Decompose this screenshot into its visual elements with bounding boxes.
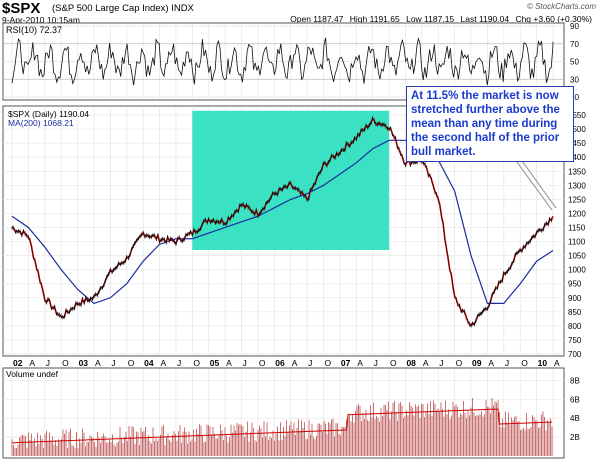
description-name: (S&P 500 Large Cap Index) xyxy=(52,3,169,14)
rsi-label: RSI(10) 72.37 xyxy=(6,25,62,35)
x-tick-label: O xyxy=(521,358,528,368)
ma-legend-label: MA(200) 1068.21 xyxy=(8,118,74,128)
x-tick-label: J xyxy=(111,358,115,368)
price-bars xyxy=(11,116,552,328)
price-tick-labels: 1550 1500 1450 1400 1350 1300 1250 1200 1150 1100… xyxy=(568,111,586,359)
volume-tick-label: 2B xyxy=(570,433,580,442)
x-axis: 02 A J O 03 A J O 04 A J O 05 A J O 06 A J O 07 A J O 08 A J O 09 A J O… xyxy=(13,358,560,368)
volume-average-line xyxy=(11,408,553,444)
x-tick-label: A xyxy=(95,358,101,368)
quote-chg: Chg +3.60 (+0.30%) xyxy=(515,14,592,24)
price-legend: $SPX (Daily) 1190.04 MA(200) 1068.21 xyxy=(8,109,89,128)
rsi-line xyxy=(11,37,554,86)
annotation-arrow-1 xyxy=(519,157,557,209)
x-tick-label: 06 xyxy=(275,358,285,368)
x-tick-label: O xyxy=(259,358,266,368)
rsi-panel: RSI(10) 72.37 90 70 50 30 10 xyxy=(2,22,579,102)
x-tick-label: J xyxy=(505,358,509,368)
x-tick-label: J xyxy=(177,358,181,368)
quote-open: Open 1187.47 xyxy=(290,14,344,24)
x-tick-label: O xyxy=(128,358,135,368)
quote-low: Low 1187.15 xyxy=(406,14,455,24)
price-tick-label: 800 xyxy=(568,322,582,331)
x-tick-label: 09 xyxy=(472,358,482,368)
price-tick-label: 1300 xyxy=(568,181,586,190)
price-tick-label: 1050 xyxy=(568,252,586,261)
quote-date: 9-Apr-2010 10:15am xyxy=(2,15,80,25)
annotation-box: At 11.5% the market is now stretched fur… xyxy=(406,86,574,162)
volume-tick-labels: 8B 6B 4B 2B xyxy=(570,376,580,442)
x-tick-label: A xyxy=(554,358,560,368)
exchange: INDX xyxy=(171,3,194,14)
x-tick-label: O xyxy=(62,358,69,368)
volume-panel: Volume undef 8B 6B 4B 2B xyxy=(2,367,580,459)
x-tick-label: 10 xyxy=(538,358,548,368)
quote-high: High 1191.65 xyxy=(349,14,400,24)
annotation-arrow-2 xyxy=(513,157,553,211)
rsi-tick-label: 90 xyxy=(570,22,579,31)
x-tick-label: 02 xyxy=(13,358,23,368)
x-tick-label: A xyxy=(292,358,298,368)
x-tick-label: O xyxy=(324,358,331,368)
rsi-tick-label: 10 xyxy=(570,93,579,102)
price-tick-label: 1150 xyxy=(568,223,586,232)
x-tick-label: J xyxy=(243,358,247,368)
rsi-tick-label: 50 xyxy=(570,58,579,67)
x-tick-label: 07 xyxy=(341,358,351,368)
x-tick-label: J xyxy=(308,358,312,368)
volume-tick-label: 8B xyxy=(570,376,580,385)
x-tick-label: J xyxy=(439,358,443,368)
description: (S&P 500 Large Cap Index) INDX xyxy=(52,3,194,14)
x-tick-label: O xyxy=(193,358,200,368)
quote-strip: Open 1187.47 High 1191.65 Low 1187.15 La… xyxy=(286,14,592,24)
price-tick-label: 850 xyxy=(568,308,582,317)
price-tick-label: 1400 xyxy=(568,153,586,162)
x-tick-label: 08 xyxy=(406,358,416,368)
x-tick-label: O xyxy=(456,358,463,368)
price-tick-label: 950 xyxy=(568,280,582,289)
chart-header: $SPX (S&P 500 Large Cap Index) INDX 9-Ap… xyxy=(0,0,600,25)
price-tick-label: 1250 xyxy=(568,195,586,204)
symbol: $SPX xyxy=(2,0,41,17)
x-tick-label: A xyxy=(226,358,232,368)
volume-bars xyxy=(11,398,553,456)
price-tick-label: 1550 xyxy=(568,111,586,120)
rsi-tick-labels: 90 70 50 30 10 xyxy=(570,22,579,102)
x-tick-label: 04 xyxy=(144,358,154,368)
price-tick-label: 750 xyxy=(568,336,582,345)
x-tick-label: J xyxy=(374,358,378,368)
price-panel: $SPX (Daily) 1190.04 MA(200) 1068.21 155… xyxy=(2,105,586,359)
brand: © StockCharts.com xyxy=(526,2,596,11)
highlight-box xyxy=(192,110,390,250)
price-tick-label: 1450 xyxy=(568,139,586,148)
x-tick-label: A xyxy=(161,358,167,368)
price-legend-label: $SPX (Daily) 1190.04 xyxy=(8,109,89,119)
rsi-tick-label: 70 xyxy=(570,40,579,49)
ma-line xyxy=(11,139,554,305)
x-tick-label: A xyxy=(423,358,429,368)
x-tick-label: 05 xyxy=(210,358,220,368)
volume-label: Volume undef xyxy=(6,369,59,379)
price-tick-label: 1100 xyxy=(568,238,586,247)
volume-tick-label: 6B xyxy=(570,395,580,404)
rsi-tick-label: 30 xyxy=(570,75,579,84)
price-tick-label: 1200 xyxy=(568,209,586,218)
price-tick-label: 1500 xyxy=(568,125,586,134)
x-tick-label: A xyxy=(29,358,35,368)
x-tick-label: J xyxy=(46,358,50,368)
x-tick-label: O xyxy=(390,358,397,368)
volume-tick-label: 4B xyxy=(570,414,580,423)
price-tick-label: 700 xyxy=(568,350,582,359)
price-tick-label: 900 xyxy=(568,294,582,303)
quote-last: Last 1190.04 xyxy=(460,14,510,24)
price-tick-label: 1000 xyxy=(568,266,586,275)
x-tick-label: 03 xyxy=(79,358,89,368)
price-tick-label: 1350 xyxy=(568,167,586,176)
x-tick-label: A xyxy=(357,358,363,368)
x-tick-label: A xyxy=(488,358,494,368)
